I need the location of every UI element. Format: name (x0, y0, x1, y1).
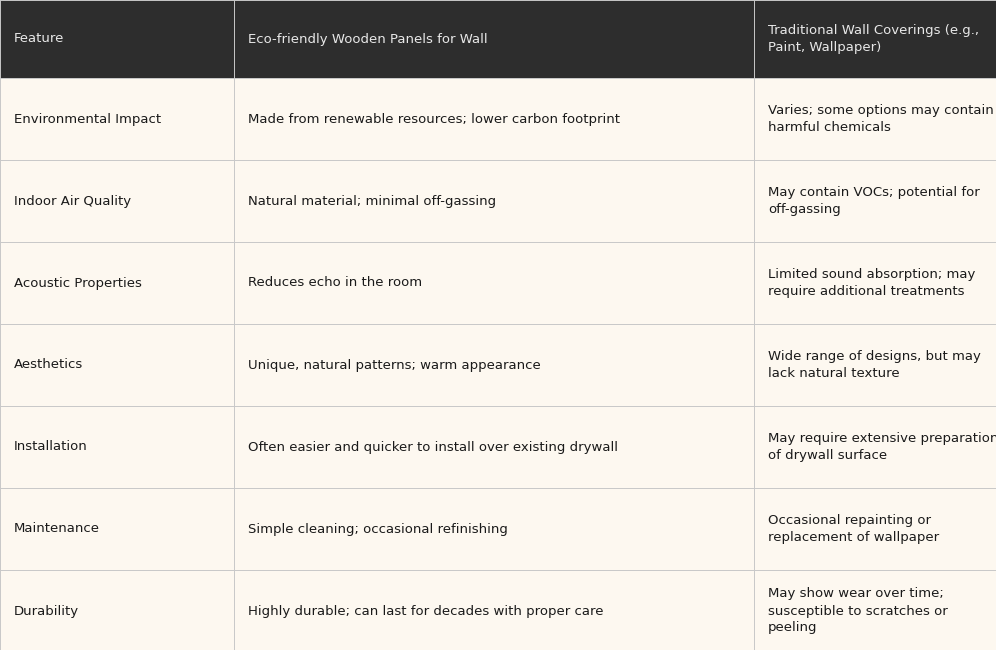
Text: Feature: Feature (14, 32, 65, 46)
Text: Aesthetics: Aesthetics (14, 359, 84, 372)
Text: Often easier and quicker to install over existing drywall: Often easier and quicker to install over… (248, 441, 618, 454)
Text: Occasional repainting or
replacement of wallpaper: Occasional repainting or replacement of … (768, 514, 939, 544)
Bar (0, 160, 234, 242)
Text: Indoor Air Quality: Indoor Air Quality (14, 194, 131, 207)
Bar (234, 160, 754, 242)
Text: May require extensive preparation
of drywall surface: May require extensive preparation of dry… (768, 432, 996, 462)
Bar (234, 242, 754, 324)
Text: Unique, natural patterns; warm appearance: Unique, natural patterns; warm appearanc… (248, 359, 541, 372)
Text: Simple cleaning; occasional refinishing: Simple cleaning; occasional refinishing (248, 523, 508, 536)
Text: Eco-friendly Wooden Panels for Wall: Eco-friendly Wooden Panels for Wall (248, 32, 488, 46)
Text: Acoustic Properties: Acoustic Properties (14, 276, 141, 289)
Text: Installation: Installation (14, 441, 88, 454)
Text: Limited sound absorption; may
require additional treatments: Limited sound absorption; may require ad… (768, 268, 975, 298)
Text: Durability: Durability (14, 604, 79, 617)
Text: Varies; some options may contain
harmful chemicals: Varies; some options may contain harmful… (768, 104, 994, 134)
Text: Highly durable; can last for decades with proper care: Highly durable; can last for decades wit… (248, 604, 604, 617)
Bar (234, 570, 754, 650)
Bar (0, 78, 234, 160)
Bar (754, 0, 996, 78)
Bar (754, 488, 996, 570)
Text: Maintenance: Maintenance (14, 523, 100, 536)
Bar (0, 0, 234, 78)
Bar (234, 78, 754, 160)
Text: Environmental Impact: Environmental Impact (14, 112, 161, 125)
Text: Natural material; minimal off-gassing: Natural material; minimal off-gassing (248, 194, 496, 207)
Bar (0, 488, 234, 570)
Text: Made from renewable resources; lower carbon footprint: Made from renewable resources; lower car… (248, 112, 620, 125)
Bar (0, 570, 234, 650)
Bar (234, 324, 754, 406)
Text: Wide range of designs, but may
lack natural texture: Wide range of designs, but may lack natu… (768, 350, 981, 380)
Text: May show wear over time;
susceptible to scratches or
peeling: May show wear over time; susceptible to … (768, 588, 948, 634)
Bar (754, 570, 996, 650)
Bar (234, 488, 754, 570)
Bar (0, 406, 234, 488)
Bar (234, 406, 754, 488)
Text: Traditional Wall Coverings (e.g.,
Paint, Wallpaper): Traditional Wall Coverings (e.g., Paint,… (768, 24, 979, 54)
Bar (754, 242, 996, 324)
Bar (234, 0, 754, 78)
Bar (754, 324, 996, 406)
Text: Reduces echo in the room: Reduces echo in the room (248, 276, 422, 289)
Bar (754, 78, 996, 160)
Bar (0, 324, 234, 406)
Bar (0, 242, 234, 324)
Bar (754, 160, 996, 242)
Text: May contain VOCs; potential for
off-gassing: May contain VOCs; potential for off-gass… (768, 186, 980, 216)
Bar (754, 406, 996, 488)
